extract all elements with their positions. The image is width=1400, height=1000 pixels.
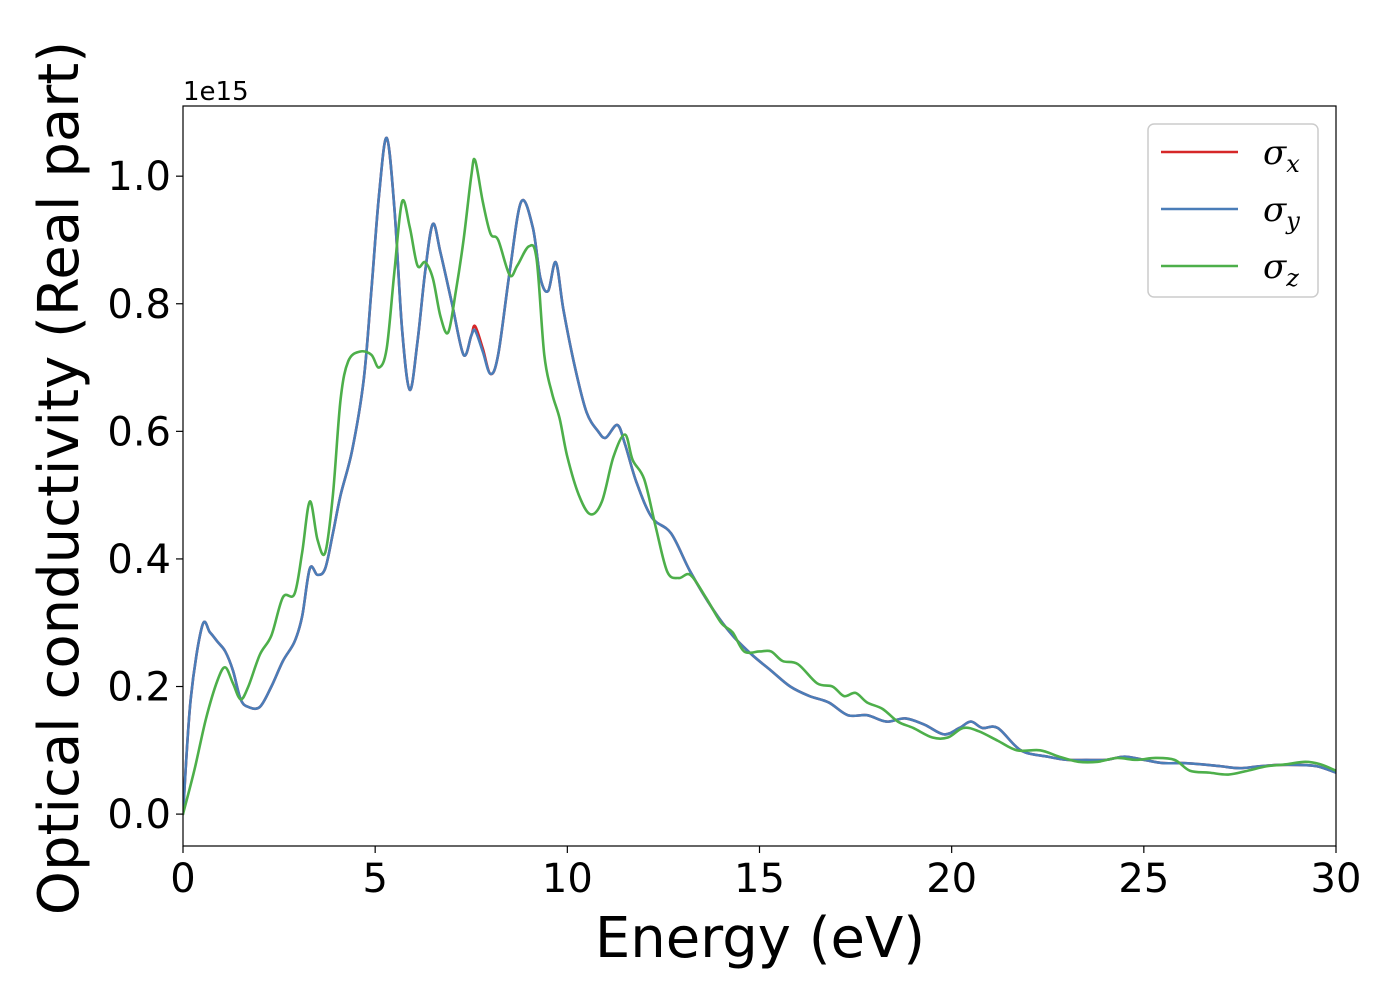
y-tick-label: 0.6 (107, 409, 171, 455)
x-tick-label: 0 (170, 856, 195, 902)
y-axis-label: Optical conductivity (Real part) (27, 41, 92, 915)
legend-frame (1147, 123, 1319, 298)
x-tick-label: 30 (1311, 856, 1362, 902)
x-tick-label: 20 (926, 856, 977, 902)
series-line-sigma-z (183, 157, 1336, 816)
y-offset-label: 1e15 (183, 77, 249, 107)
axes-layer: 0 5 10 15 20 25 30 0.0 0.2 0.4 0.6 0.8 1.0 (107, 105, 1362, 902)
x-axis-label: Energy (eV) (595, 906, 925, 971)
series-lines (183, 136, 1336, 816)
x-tick-label: 15 (734, 856, 785, 902)
x-tick-label: 25 (1118, 856, 1169, 902)
y-tick-label: 0.0 (107, 792, 171, 838)
y-tick-label: 0.2 (107, 665, 171, 711)
x-tick-label: 10 (542, 856, 593, 902)
x-tick-label: 5 (362, 856, 387, 902)
y-tick-label: 1.0 (107, 154, 171, 200)
series-line-sigma-y (183, 136, 1336, 816)
y-tick-label: 0.4 (107, 537, 171, 583)
series-layer (183, 136, 1336, 816)
y-tick-label: 0.8 (107, 282, 171, 328)
